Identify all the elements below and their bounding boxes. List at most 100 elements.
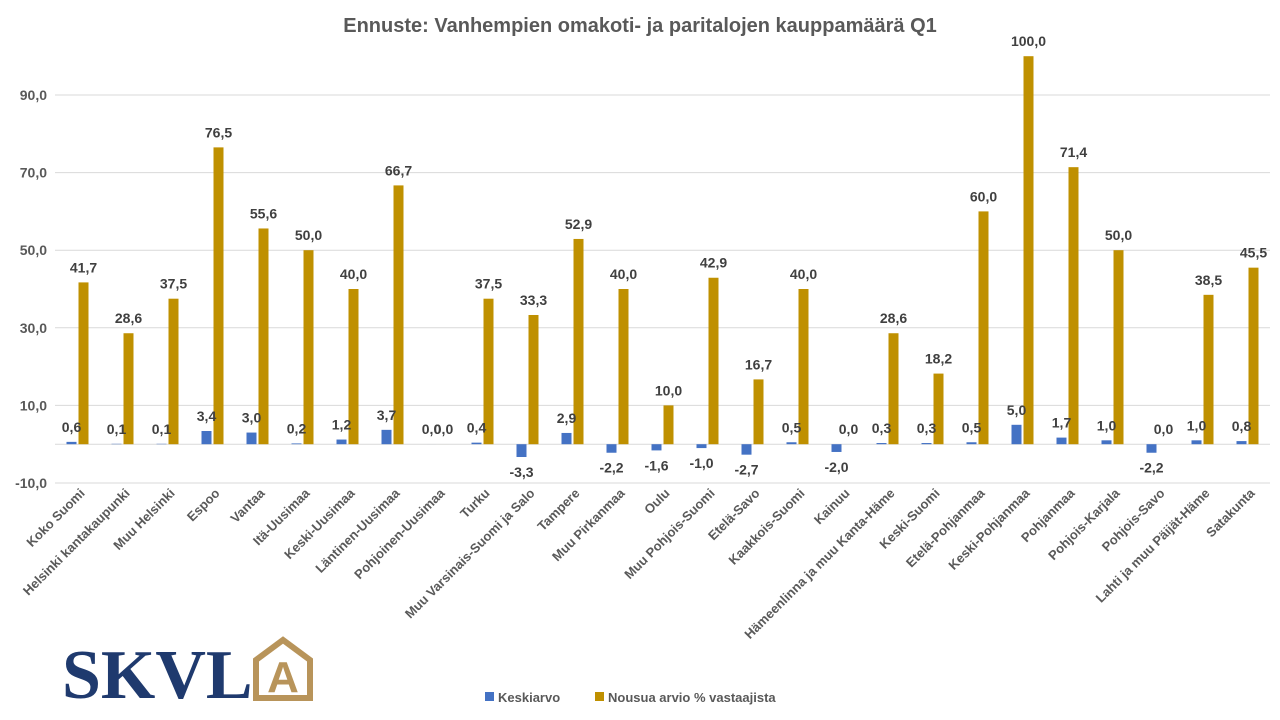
x-tick-label: Satakunta [1203,485,1258,540]
x-tick-label: Läntinen-Uusimaa [312,485,403,576]
bar-keskiarvo [291,443,302,445]
data-label-keskiarvo: 0,0 [422,421,442,437]
bar-nousua [393,185,404,445]
data-label-keskiarvo: 1,0 [1097,417,1117,433]
bar-nousua [1023,56,1034,445]
bar-nousua [573,238,584,445]
y-tick-label: 90,0 [20,87,47,103]
data-label-keskiarvo: 3,0 [242,410,262,426]
data-label-nousua: 55,6 [250,205,277,221]
data-label-keskiarvo: -1,6 [644,457,668,473]
skvl-logo: SKVL A [62,636,313,714]
bar-keskiarvo [381,429,392,445]
bar-keskiarvo [1011,424,1022,445]
bar-nousua [528,314,539,445]
bar-keskiarvo [831,444,842,452]
y-tick-label: 30,0 [20,320,47,336]
y-tick-label: 50,0 [20,242,47,258]
bar-nousua [798,289,809,445]
bar-keskiarvo [651,444,662,451]
bar-keskiarvo [1146,444,1157,453]
data-label-nousua: 45,5 [1240,245,1267,261]
data-label-nousua: 66,7 [385,162,412,178]
data-label-keskiarvo: 0,5 [962,419,982,435]
bar-nousua [1068,167,1079,445]
chart-title: Ennuste: Vanhempien omakoti- ja paritalo… [343,15,937,37]
data-label-keskiarvo: 0,2 [287,420,307,436]
bar-nousua [168,298,179,445]
data-label-nousua: 41,7 [70,259,97,275]
data-label-nousua: 37,5 [160,276,187,292]
data-label-nousua: 0,0 [434,421,454,437]
bar-keskiarvo [336,439,347,445]
data-label-nousua: 28,6 [115,310,142,326]
data-label-nousua: 18,2 [925,351,952,367]
bar-keskiarvo [1191,440,1202,445]
data-label-keskiarvo: -2,2 [1139,460,1163,476]
data-label-nousua: 40,0 [790,266,817,282]
data-label-nousua: 40,0 [610,266,637,282]
y-tick-label: 70,0 [20,165,47,181]
bar-keskiarvo [246,432,257,445]
data-label-keskiarvo: 1,7 [1052,415,1072,431]
data-label-nousua: 100,0 [1011,33,1046,49]
bar-keskiarvo [1056,437,1067,445]
data-label-nousua: 38,5 [1195,272,1222,288]
data-label-nousua: 71,4 [1060,144,1087,160]
bar-nousua [258,228,269,445]
bar-nousua [123,333,134,445]
data-label-keskiarvo: 5,0 [1007,402,1027,418]
bar-nousua [618,289,629,445]
data-label-keskiarvo: 0,4 [467,420,487,436]
x-tick-label: Espoo [184,485,223,524]
data-label-keskiarvo: -2,7 [734,462,758,478]
bar-keskiarvo [696,444,707,449]
bar-keskiarvo [966,442,977,445]
bar-nousua [78,282,89,445]
legend: Keskiarvo Nousua arvio % vastaajista [485,690,776,705]
bar-nousua [888,333,899,445]
data-label-nousua: 16,7 [745,356,772,372]
bars [66,56,1259,458]
data-label-nousua: 10,0 [655,382,682,398]
bar-nousua [1113,250,1124,445]
bar-nousua [663,405,674,445]
bar-nousua [1203,294,1214,445]
x-tick-label: Keski-Pohjanmaa [945,485,1033,573]
data-label-nousua: 37,5 [475,276,502,292]
bar-keskiarvo [921,443,932,445]
data-label-nousua: 0,0 [839,421,859,437]
bar-keskiarvo [1101,440,1112,445]
legend-swatch-nousua [595,692,604,701]
data-label-keskiarvo: 0,3 [917,420,937,436]
data-label-nousua: 0,0 [1154,421,1174,437]
bar-keskiarvo [1236,441,1247,445]
data-label-keskiarvo: 0,1 [152,421,172,437]
logo-wordmark: SKVL [62,637,253,714]
data-label-nousua: 52,9 [565,216,592,232]
data-labels: 0,6 41,7 0,1 28,6 0,1 37,5 3,4 76,5 3,0 55,6 0,2 50… [62,33,1268,480]
bar-nousua [978,211,989,445]
legend-swatch-keskiarvo [485,692,494,701]
bar-keskiarvo [66,441,77,445]
bar-nousua [303,250,314,445]
data-label-nousua: 40,0 [340,266,367,282]
data-label-nousua: 60,0 [970,188,997,204]
data-label-keskiarvo: 0,5 [782,419,802,435]
data-label-nousua: 33,3 [520,292,547,308]
data-label-keskiarvo: -1,0 [689,455,713,471]
bar-keskiarvo [471,442,482,445]
data-label-nousua: 28,6 [880,310,907,326]
data-label-keskiarvo: 3,7 [377,407,397,423]
logo-house-emblem [253,636,313,701]
bar-keskiarvo [201,431,212,445]
data-label-keskiarvo: -2,0 [824,459,848,475]
data-label-nousua: 50,0 [1105,227,1132,243]
bar-keskiarvo [561,432,572,445]
bar-nousua [213,147,224,445]
y-tick-label: 10,0 [20,397,47,413]
data-label-keskiarvo: 0,6 [62,419,82,435]
bar-keskiarvo [741,444,752,455]
